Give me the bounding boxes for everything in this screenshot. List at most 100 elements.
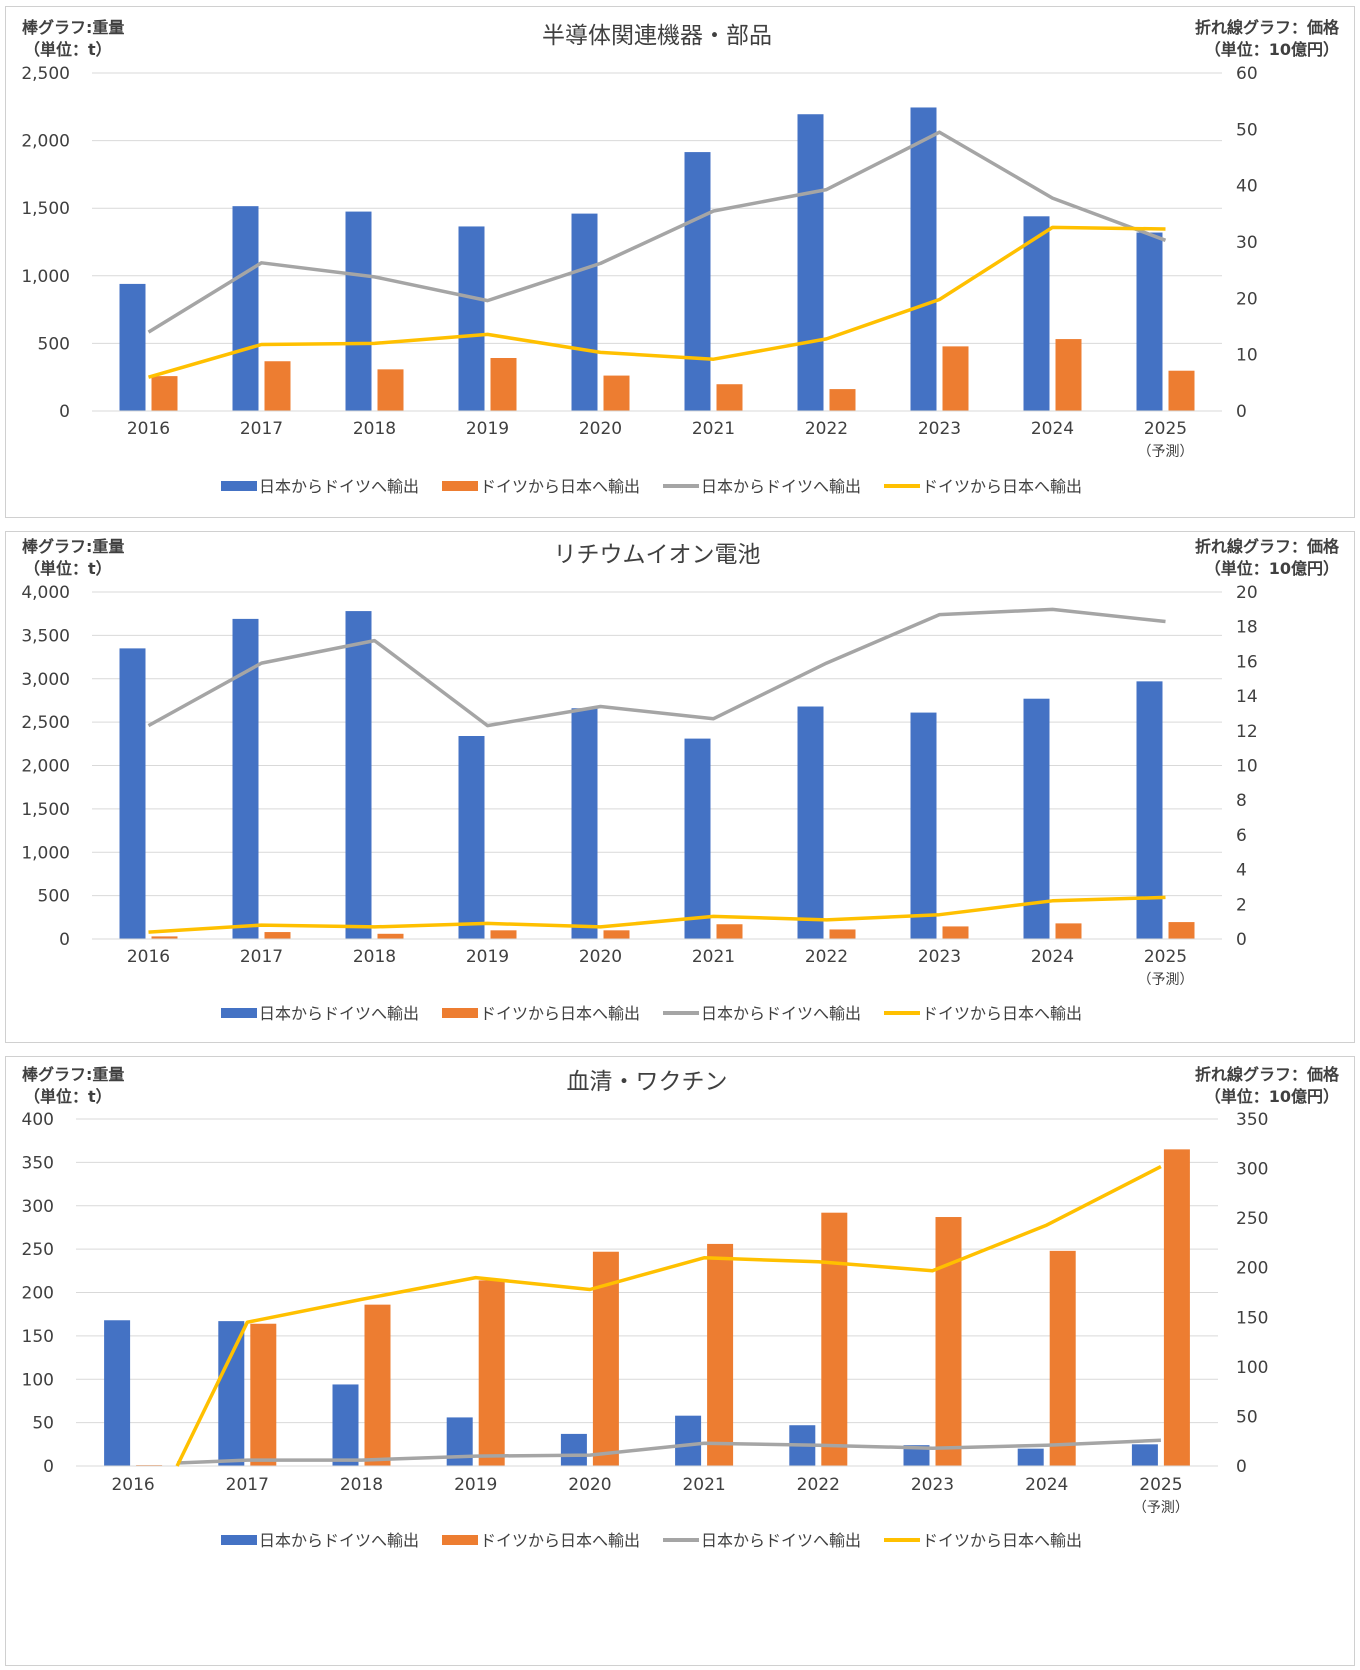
legend-label: 日本からドイツへ輸出 — [701, 1004, 861, 1023]
x-tick-label: 2021 — [682, 1475, 725, 1495]
bar-de-to-jp — [151, 376, 178, 411]
x-tick-label: 2022 — [805, 947, 848, 967]
y-tick-label-right: 0 — [1236, 1457, 1247, 1477]
bar-de-to-jp — [377, 369, 404, 411]
bar-jp-to-de — [571, 708, 598, 939]
y-axis-label-right: （単位：10億円） — [1205, 559, 1339, 578]
legend-swatch — [221, 1535, 257, 1545]
x-tick-label: 2023 — [918, 419, 961, 439]
bar-de-to-jp — [829, 389, 856, 411]
x-tick-label: 2025 — [1144, 947, 1187, 967]
x-tick-label: 2025 — [1144, 419, 1187, 439]
y-tick-label-left: 0 — [59, 930, 70, 950]
y-tick-label-right: 0 — [1236, 402, 1247, 422]
bar-de-to-jp — [942, 926, 969, 939]
y-tick-label-right: 350 — [1236, 1110, 1268, 1130]
y-axis-label-right: 折れ線グラフ：価格 — [1195, 18, 1340, 37]
y-tick-label-left: 50 — [32, 1414, 54, 1434]
y-tick-label-left: 150 — [22, 1327, 54, 1347]
y-tick-label-right: 4 — [1236, 861, 1247, 881]
y-tick-label-left: 300 — [22, 1197, 54, 1217]
line-de-to-jp — [148, 895, 1166, 934]
chart-title: 血清・ワクチン — [567, 1069, 728, 1095]
bar-jp-to-de — [345, 611, 372, 939]
y-tick-label-left: 100 — [22, 1370, 54, 1390]
y-tick-label-left: 4,000 — [21, 583, 70, 603]
bar-jp-to-de — [797, 114, 824, 412]
bar-de-to-jp — [1049, 1250, 1076, 1466]
legend-label: ドイツから日本へ輸出 — [480, 477, 640, 496]
x-tick-label: 2016 — [127, 419, 170, 439]
y-axis-label-left: 棒グラフ:重量 — [22, 1065, 124, 1084]
legend-swatch — [442, 481, 478, 491]
x-tick-sublabel: （予測） — [1133, 1500, 1189, 1516]
y-tick-label-left: 1,500 — [21, 199, 70, 219]
y-axis-label-left: 棒グラフ:重量 — [22, 537, 124, 556]
y-tick-label-left: 3,000 — [21, 670, 70, 690]
chart-svg: 0 500 1,000 1,500 2,000 2,500 3,000 3,500 4,000 0… — [21, 537, 1340, 1023]
bar-jp-to-de — [1023, 216, 1050, 411]
y-tick-label-left: 2,500 — [21, 64, 70, 84]
bar-de-to-jp — [1055, 339, 1082, 411]
bar-jp-to-de — [345, 211, 372, 411]
x-tick-label: 2018 — [353, 947, 396, 967]
legend-swatch — [221, 1008, 257, 1018]
legend-label: ドイツから日本へ輸出 — [480, 1531, 640, 1550]
bar-de-to-jp — [716, 924, 743, 939]
chart-title: 半導体関連機器・部品 — [542, 23, 772, 49]
x-tick-label: 2016 — [111, 1475, 154, 1495]
y-tick-label-left: 500 — [38, 887, 70, 907]
bar-de-to-jp — [707, 1243, 734, 1466]
legend-swatch — [442, 1535, 478, 1545]
bar-jp-to-de — [571, 213, 598, 411]
y-axis-label-right: （単位：10億円） — [1205, 40, 1339, 59]
bar-de-to-jp — [1055, 923, 1082, 939]
y-axis-label-left: （単位：t） — [24, 1087, 112, 1106]
legend-swatch — [221, 481, 257, 491]
bar-de-to-jp — [829, 929, 856, 939]
y-tick-label-right: 30 — [1236, 233, 1258, 253]
bar-de-to-jp — [603, 930, 630, 939]
y-tick-label-left: 2,000 — [21, 132, 70, 152]
bar-jp-to-de — [1136, 232, 1163, 411]
x-tick-label: 2020 — [579, 419, 622, 439]
x-tick-label: 2021 — [692, 947, 735, 967]
bar-de-to-jp — [264, 361, 291, 411]
y-tick-label-left: 2,500 — [21, 713, 70, 733]
bar-de-to-jp — [942, 346, 969, 411]
line-jp-to-de — [147, 130, 1167, 334]
y-tick-label-right: 100 — [1236, 1358, 1268, 1378]
y-axis-label-left: （単位：t） — [24, 40, 112, 59]
chart-panel-semiconductor: 0 500 1,000 1,500 2,000 2,500 0 10 20 30 40 50 60 半導体… — [5, 6, 1355, 518]
x-tick-label: 2022 — [805, 419, 848, 439]
bar-de-to-jp — [1168, 370, 1195, 411]
y-tick-label-right: 200 — [1236, 1259, 1268, 1279]
chart-svg: 0 500 1,000 1,500 2,000 2,500 0 10 20 30 40 50 60 半導体… — [21, 18, 1340, 496]
x-tick-label: 2017 — [226, 1475, 269, 1495]
legend-label: ドイツから日本へ輸出 — [922, 1531, 1082, 1550]
y-tick-label-left: 0 — [43, 1457, 54, 1477]
y-tick-label-right: 20 — [1236, 289, 1258, 309]
y-tick-label-right: 10 — [1236, 346, 1258, 366]
line-de-to-jp — [148, 225, 1166, 379]
y-tick-label-right: 40 — [1236, 177, 1258, 197]
bar-de-to-jp — [1163, 1149, 1190, 1466]
bar-jp-to-de — [1017, 1448, 1044, 1466]
bar-de-to-jp — [264, 932, 291, 939]
y-tick-label-left: 1,000 — [21, 843, 70, 863]
bar-jp-to-de — [675, 1415, 702, 1466]
y-tick-label-right: 150 — [1236, 1308, 1268, 1328]
x-tick-label: 2022 — [797, 1475, 840, 1495]
y-tick-label-right: 250 — [1236, 1209, 1268, 1229]
bar-jp-to-de — [119, 283, 146, 411]
y-axis-label-left: 棒グラフ:重量 — [22, 18, 124, 37]
bar-de-to-jp — [151, 936, 178, 939]
chart-panel-lithium-ion-battery: 0 500 1,000 1,500 2,000 2,500 3,000 3,500 4,000 0… — [5, 531, 1355, 1043]
bar-de-to-jp — [716, 384, 743, 411]
bar-jp-to-de — [458, 736, 485, 939]
legend-swatch — [442, 1008, 478, 1018]
x-tick-label: 2024 — [1031, 947, 1074, 967]
bar-jp-to-de — [119, 648, 146, 939]
bar-de-to-jp — [478, 1280, 505, 1466]
y-tick-label-left: 500 — [38, 334, 70, 354]
